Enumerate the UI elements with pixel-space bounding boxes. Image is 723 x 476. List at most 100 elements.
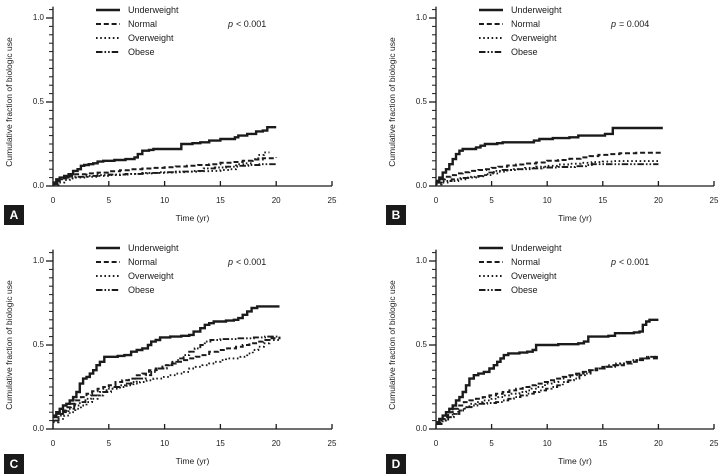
panel-C: 1.0 0.5 0.0 0 5 10 15 20 25 Cumulative fraction o… bbox=[0, 238, 361, 476]
curve-obese bbox=[53, 163, 277, 185]
x-tick-label: 5 bbox=[106, 196, 112, 205]
y-tick-label: 0.0 bbox=[415, 181, 427, 190]
legend-item-underweight: Underweight bbox=[478, 243, 598, 253]
curve-underweight bbox=[436, 318, 659, 424]
x-tick-label: 0 bbox=[433, 196, 439, 205]
curve-normal bbox=[436, 357, 659, 424]
legend-line-underweight bbox=[479, 8, 503, 12]
y-axis-title: Cumulative fraction of biologic use bbox=[387, 37, 397, 167]
plot-area-C bbox=[46, 249, 333, 430]
x-axis-title: Time (yr) bbox=[558, 456, 592, 466]
x-tick-label: 20 bbox=[653, 439, 663, 448]
legend-label: Obese bbox=[128, 285, 155, 295]
panel-badge-D: D bbox=[386, 454, 406, 474]
curve-normal bbox=[53, 157, 278, 186]
legend-label: Normal bbox=[128, 19, 158, 29]
y-tick-label: 0.5 bbox=[32, 97, 44, 106]
legend-item-obese: Obese bbox=[95, 285, 215, 295]
panel-badge-A: A bbox=[4, 205, 24, 225]
curve-overweight bbox=[53, 338, 281, 424]
legend-line-obese bbox=[96, 51, 120, 53]
legend-label: Underweight bbox=[511, 5, 562, 15]
y-tick-label: 0.0 bbox=[32, 424, 44, 433]
panel-A: 1.0 0.5 0.0 0 5 10 15 20 25 Cumulative fraction o… bbox=[0, 0, 361, 238]
x-tick-label: 10 bbox=[160, 439, 170, 448]
legend-line-overweight bbox=[479, 37, 503, 39]
p-symbol: p bbox=[228, 19, 234, 29]
legend-item-underweight: Underweight bbox=[478, 5, 598, 15]
y-tick-label: 0.0 bbox=[32, 181, 44, 190]
legend-item-underweight: Underweight bbox=[95, 243, 215, 253]
plot-area-D bbox=[429, 249, 715, 430]
panel-badge-B: B bbox=[386, 205, 406, 225]
legend-label: Underweight bbox=[511, 243, 562, 253]
legend-item-overweight: Overweight bbox=[478, 33, 598, 43]
p-value: p < 0.001 bbox=[611, 257, 649, 267]
curve-underweight bbox=[436, 126, 663, 183]
x-tick-label: 25 bbox=[327, 196, 337, 205]
legend-item-overweight: Overweight bbox=[95, 271, 215, 281]
legend-item-overweight: Overweight bbox=[478, 271, 598, 281]
legend-line-overweight bbox=[479, 275, 503, 277]
legend-item-obese: Obese bbox=[95, 47, 215, 57]
p-comparison: < 0.001 bbox=[236, 257, 267, 267]
x-tick-label: 15 bbox=[598, 439, 608, 448]
p-value: p = 0.004 bbox=[611, 19, 649, 29]
legend-item-obese: Obese bbox=[478, 47, 598, 57]
legend-item-overweight: Overweight bbox=[95, 33, 215, 43]
legend-label: Normal bbox=[511, 257, 541, 267]
legend-label: Overweight bbox=[511, 271, 557, 281]
legend-label: Obese bbox=[511, 285, 538, 295]
y-tick-label: 1.0 bbox=[32, 13, 44, 22]
legend-item-normal: Normal bbox=[478, 257, 598, 267]
legend-line-normal bbox=[479, 261, 503, 263]
curve-underweight bbox=[53, 305, 280, 417]
legend-line-obese bbox=[96, 289, 120, 291]
x-tick-label: 0 bbox=[50, 439, 56, 448]
legend-label: Obese bbox=[128, 47, 155, 57]
y-tick-label: 0.5 bbox=[415, 97, 427, 106]
legend-line-obese bbox=[479, 289, 503, 291]
curve-normal bbox=[53, 336, 281, 419]
legend-item-normal: Normal bbox=[95, 257, 215, 267]
plot-area-B bbox=[429, 6, 715, 187]
legend-line-normal bbox=[96, 23, 120, 25]
p-value: p < 0.001 bbox=[228, 257, 266, 267]
legend-line-underweight bbox=[479, 246, 503, 250]
x-tick-label: 20 bbox=[653, 196, 663, 205]
legend-item-normal: Normal bbox=[95, 19, 215, 29]
x-tick-label: 5 bbox=[489, 439, 494, 448]
x-tick-label: 10 bbox=[160, 196, 170, 205]
legend-label: Overweight bbox=[128, 33, 174, 43]
x-axis-title: Time (yr) bbox=[175, 213, 210, 223]
x-tick-label: 25 bbox=[709, 196, 719, 205]
legend-label: Overweight bbox=[511, 33, 557, 43]
p-symbol: p bbox=[611, 257, 617, 267]
x-tick-label: 15 bbox=[215, 439, 225, 448]
p-symbol: p bbox=[611, 19, 617, 29]
x-axis-title: Time (yr) bbox=[175, 456, 210, 466]
y-axis-title: Cumulative fraction of biologic use bbox=[4, 37, 14, 167]
y-tick-label: 0.5 bbox=[32, 340, 44, 349]
p-comparison: < 0.001 bbox=[236, 19, 267, 29]
y-axis-title: Cumulative fraction of biologic use bbox=[4, 280, 14, 410]
x-tick-label: 25 bbox=[709, 439, 719, 448]
x-tick-label: 15 bbox=[215, 196, 225, 205]
x-tick-label: 20 bbox=[271, 439, 281, 448]
y-axis-title: Cumulative fraction of biologic use bbox=[387, 280, 397, 410]
p-symbol: p bbox=[228, 257, 234, 267]
x-tick-label: 5 bbox=[106, 439, 112, 448]
y-tick-label: 0.0 bbox=[415, 424, 427, 433]
y-tick-label: 1.0 bbox=[415, 13, 427, 22]
legend-label: Obese bbox=[511, 47, 538, 57]
x-tick-label: 0 bbox=[50, 196, 56, 205]
legend-line-overweight bbox=[96, 275, 120, 277]
curve-overweight bbox=[436, 160, 660, 186]
curve-overweight bbox=[53, 151, 270, 186]
legend-label: Normal bbox=[511, 19, 541, 29]
curve-underweight bbox=[53, 126, 277, 184]
p-comparison: < 0.001 bbox=[619, 257, 650, 267]
legend-line-obese bbox=[479, 51, 503, 53]
legend-line-underweight bbox=[96, 246, 120, 250]
